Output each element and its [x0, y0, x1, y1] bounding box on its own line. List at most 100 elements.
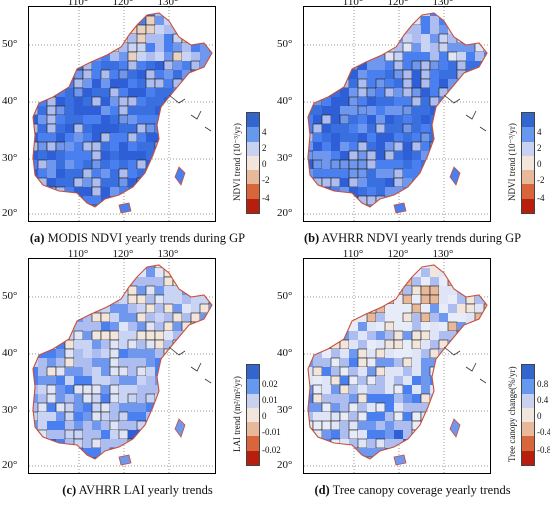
trend-cell [127, 294, 138, 305]
trend-cell [308, 457, 313, 459]
trend-cell [83, 376, 92, 385]
trend-cell [173, 322, 182, 331]
trend-cell [439, 457, 448, 459]
trend-cell [430, 160, 439, 169]
map-svg [29, 259, 215, 473]
trend-cell [358, 16, 367, 25]
trend-cell [330, 204, 341, 207]
trend-cell [403, 466, 412, 473]
trend-cell [367, 115, 376, 124]
trend-cell [173, 106, 182, 115]
trend-cell [358, 448, 367, 457]
taiwan-shape [174, 418, 186, 438]
trend-cell [173, 403, 182, 412]
trend-cell [74, 358, 83, 367]
trend-cell [411, 429, 422, 440]
trend-cell [308, 286, 313, 295]
longitude-tick-label: 110° [342, 0, 364, 8]
trend-cell [412, 52, 421, 61]
trend-cell [313, 205, 322, 207]
trend-cell [339, 114, 350, 125]
trend-cell [128, 178, 137, 187]
trend-cell [83, 358, 92, 367]
colorbar-tick-label: -0.02 [262, 445, 281, 455]
trend-cell [209, 25, 212, 34]
latitude-tick-label: 40° [2, 347, 18, 359]
trend-cell [358, 466, 367, 473]
trend-cell [475, 265, 484, 268]
trend-cell [484, 394, 487, 403]
trend-cell [83, 97, 92, 106]
colorbar-segment [247, 113, 259, 128]
trend-cell [33, 348, 39, 359]
trend-cell [484, 178, 487, 187]
trend-cell [101, 88, 110, 97]
trend-cell [191, 97, 200, 106]
trend-cell [330, 411, 341, 422]
trend-cell [191, 205, 200, 207]
trend-cell [101, 34, 110, 43]
trend-cell [164, 133, 173, 142]
trend-cell [376, 277, 385, 286]
trend-cell [474, 330, 485, 341]
trend-cell [145, 78, 156, 89]
trend-cell [208, 429, 212, 440]
trend-cell [358, 178, 367, 187]
trend-cell [128, 106, 137, 115]
trend-cell [65, 187, 74, 196]
trend-cell [448, 124, 457, 133]
trend-cell [191, 178, 200, 187]
trend-cell [349, 322, 358, 331]
trend-cell [466, 61, 475, 70]
trend-cell [308, 204, 314, 207]
trend-cell [348, 402, 359, 413]
trend-cell [475, 16, 484, 25]
trend-cell [447, 375, 458, 386]
trend-cell [457, 313, 466, 322]
trend-cell [55, 195, 66, 206]
trend-cell [447, 141, 458, 152]
trend-cell [64, 447, 75, 458]
trend-cell [331, 13, 340, 16]
trend-cell [358, 286, 367, 295]
trend-cell [403, 178, 412, 187]
trend-cell [100, 285, 111, 296]
trend-cell [101, 349, 110, 358]
trend-cell [340, 25, 349, 34]
trend-cell [100, 402, 111, 413]
trend-cell [209, 421, 212, 430]
trend-cell [321, 456, 332, 459]
trend-cell [101, 187, 110, 196]
caption-text-a: MODIS NDVI yearly trends during GP [44, 231, 246, 245]
trend-cell [56, 124, 65, 133]
trend-cell [56, 205, 65, 207]
trend-cell [313, 70, 322, 79]
trend-cell [358, 421, 367, 430]
trend-cell [394, 79, 403, 88]
trend-cell [47, 79, 56, 88]
colorbar-segment [247, 198, 259, 213]
trend-cell [65, 439, 74, 448]
trend-cell [208, 204, 212, 207]
trend-cell [155, 160, 164, 169]
trend-cell [322, 97, 331, 106]
trend-cell [109, 393, 120, 404]
trend-cell [322, 25, 331, 34]
trend-cell [155, 13, 164, 16]
trend-cell [376, 412, 385, 421]
trend-cell [55, 285, 66, 296]
trend-cell [465, 204, 476, 207]
trend-cell [357, 150, 368, 161]
trend-cell [200, 295, 209, 304]
trend-cell [421, 97, 430, 106]
trend-cell [475, 268, 484, 277]
trend-cell [209, 439, 212, 448]
trend-cell [412, 376, 421, 385]
colorbar-title-d: Tree canopy change(%/yr) [507, 366, 517, 462]
trend-cell [367, 25, 376, 34]
trend-cell [430, 70, 439, 79]
trend-cell [119, 61, 128, 70]
trend-cell [475, 169, 484, 178]
trend-cell [331, 295, 340, 304]
trend-cell [191, 358, 200, 367]
